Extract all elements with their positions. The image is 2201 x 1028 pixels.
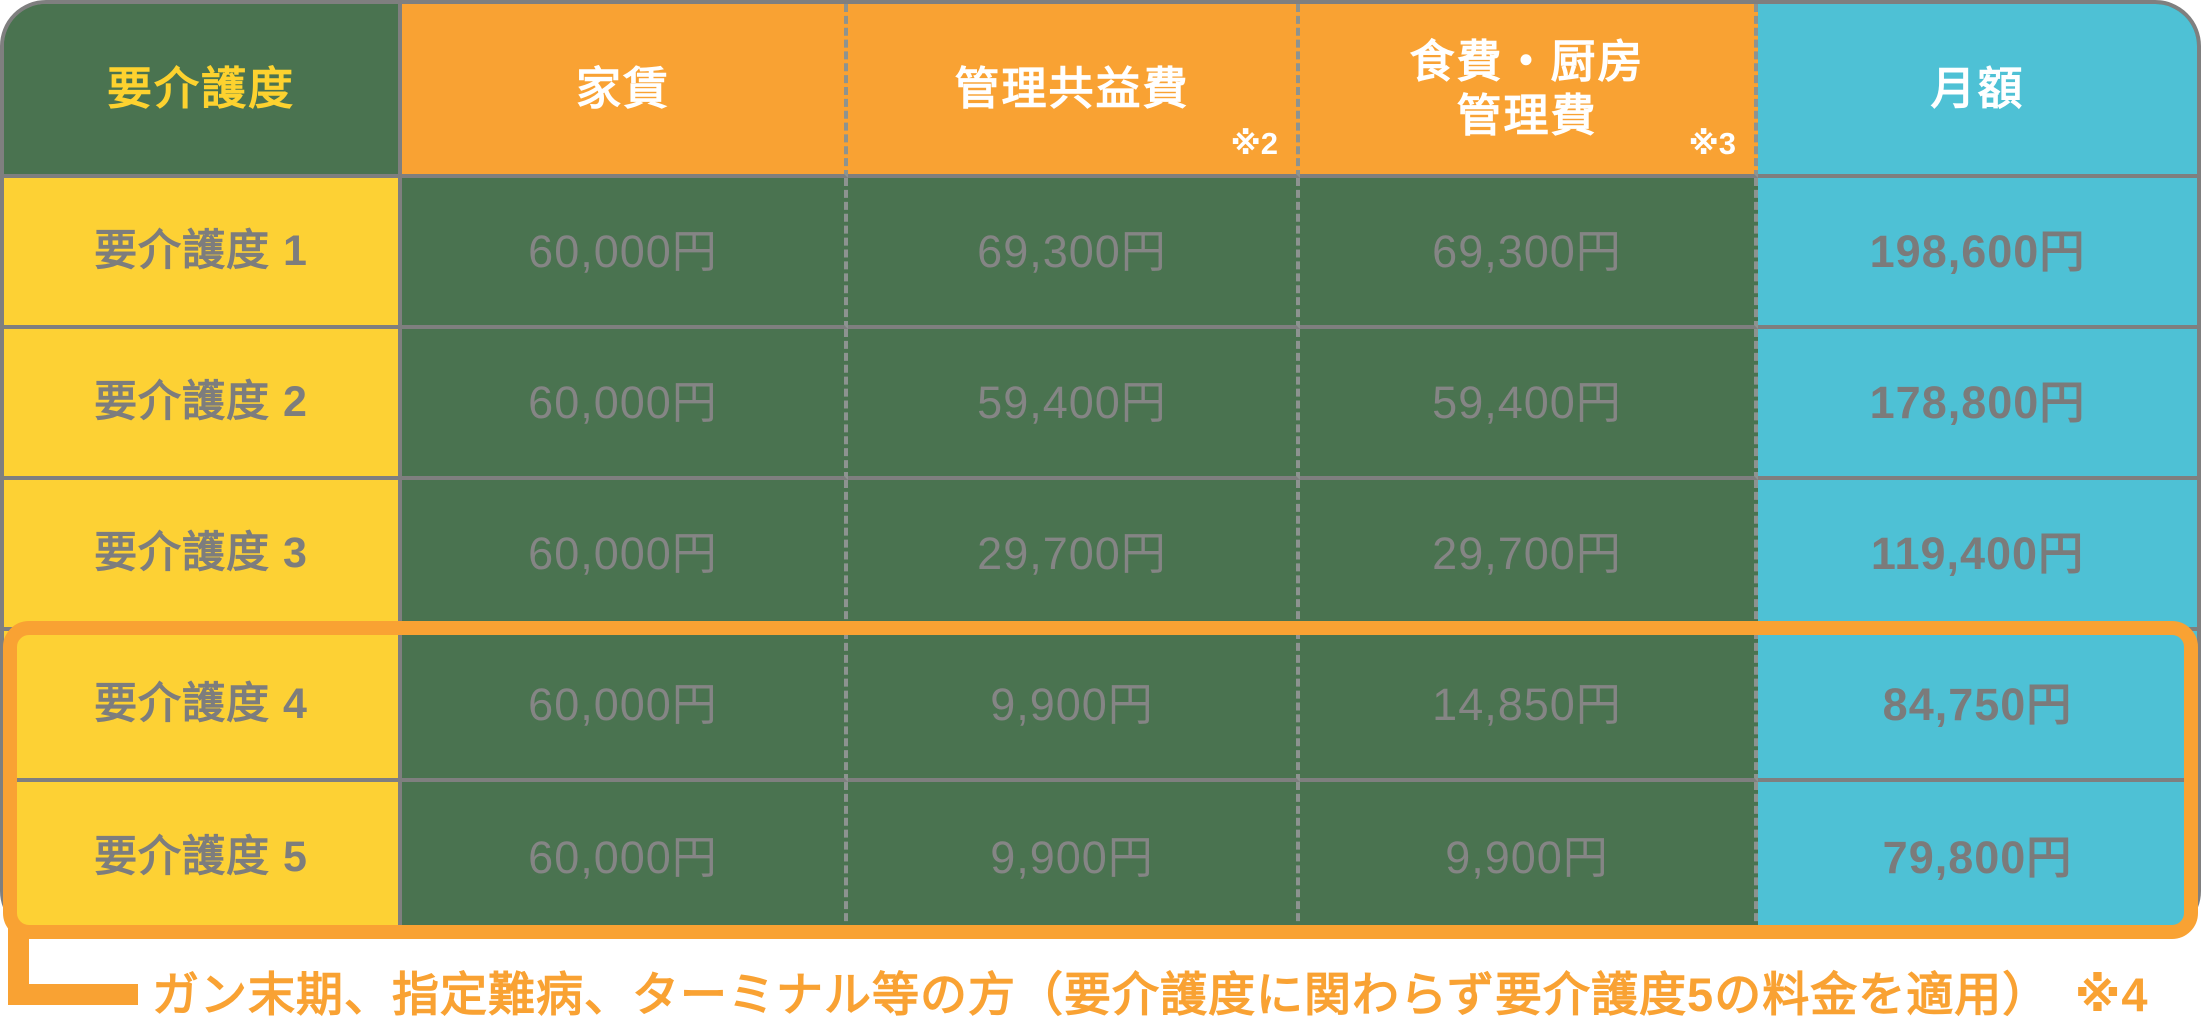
food-fee-value: 14,850円 bbox=[1432, 678, 1622, 730]
monthly-total-value: 84,750円 bbox=[1882, 678, 2073, 730]
header-cell-management-fee: 管理共益費 ※2 bbox=[848, 4, 1300, 178]
row-label-cell: 要介護度 5 bbox=[4, 782, 402, 933]
row-label-cell: 要介護度 3 bbox=[4, 480, 402, 631]
food-fee-value: 29,700円 bbox=[1432, 527, 1622, 579]
food-fee-cell: 14,850円 bbox=[1300, 631, 1758, 782]
header-monthly-label: 月額 bbox=[1930, 63, 2025, 114]
rent-cell: 60,000円 bbox=[402, 178, 848, 329]
footnote-4-annotation: ガン末期、指定難病、ターミナル等の方（要介護度に関わらず要介護度5の料金を適用）… bbox=[152, 968, 2149, 1021]
management-fee-cell: 9,900円 bbox=[848, 631, 1300, 782]
monthly-total-cell: 178,800円 bbox=[1758, 329, 2197, 480]
row-label: 要介護度 1 bbox=[94, 226, 308, 275]
management-fee-cell: 59,400円 bbox=[848, 329, 1300, 480]
food-fee-value: 69,300円 bbox=[1432, 225, 1622, 277]
row-label: 要介護度 2 bbox=[94, 377, 308, 426]
rent-value: 60,000円 bbox=[528, 376, 718, 428]
header-food-fee-line2: 管理費 bbox=[1456, 90, 1598, 141]
row-label-cell: 要介護度 4 bbox=[4, 631, 402, 782]
monthly-total-value: 119,400円 bbox=[1870, 527, 2085, 579]
header-care-level-label: 要介護度 bbox=[106, 63, 295, 114]
header-management-fee-label: 管理共益費 bbox=[954, 63, 1190, 114]
header-cell-care-level: 要介護度 bbox=[4, 4, 402, 178]
row-label: 要介護度 4 bbox=[94, 679, 308, 728]
rent-cell: 60,000円 bbox=[402, 480, 848, 631]
row-label: 要介護度 3 bbox=[94, 528, 308, 577]
rent-value: 60,000円 bbox=[528, 225, 718, 277]
management-fee-value: 9,900円 bbox=[990, 678, 1154, 730]
header-cell-rent: 家賃 bbox=[402, 4, 848, 178]
management-fee-value: 69,300円 bbox=[977, 225, 1167, 277]
monthly-total-value: 79,800円 bbox=[1882, 831, 2073, 883]
rent-value: 60,000円 bbox=[528, 831, 718, 883]
rent-value: 60,000円 bbox=[528, 678, 718, 730]
monthly-total-cell: 198,600円 bbox=[1758, 178, 2197, 329]
monthly-total-value: 178,800円 bbox=[1869, 376, 2086, 428]
monthly-total-cell: 119,400円 bbox=[1758, 480, 2197, 631]
food-fee-value: 59,400円 bbox=[1432, 376, 1622, 428]
row-label-cell: 要介護度 2 bbox=[4, 329, 402, 480]
rent-cell: 60,000円 bbox=[402, 329, 848, 480]
management-fee-cell: 9,900円 bbox=[848, 782, 1300, 933]
management-fee-cell: 69,300円 bbox=[848, 178, 1300, 329]
management-fee-value: 9,900円 bbox=[990, 831, 1154, 883]
food-fee-value: 9,900円 bbox=[1445, 831, 1609, 883]
monthly-total-cell: 84,750円 bbox=[1758, 631, 2197, 782]
management-fee-value: 59,400円 bbox=[977, 376, 1167, 428]
rent-cell: 60,000円 bbox=[402, 631, 848, 782]
header-cell-food-fee: 食費・厨房 管理費 ※3 bbox=[1300, 4, 1758, 178]
rent-value: 60,000円 bbox=[528, 527, 718, 579]
header-rent-label: 家賃 bbox=[575, 63, 670, 114]
care-level-fee-table: 要介護度 家賃 管理共益費 ※2 食費・厨房 管理費 ※3 月額 要介護度 1 … bbox=[0, 0, 2201, 937]
management-fee-cell: 29,700円 bbox=[848, 480, 1300, 631]
header-cell-monthly: 月額 bbox=[1758, 4, 2197, 178]
monthly-total-value: 198,600円 bbox=[1869, 225, 2086, 277]
management-fee-value: 29,700円 bbox=[977, 527, 1167, 579]
footnote-marker-2: ※2 bbox=[1230, 125, 1278, 161]
monthly-total-cell: 79,800円 bbox=[1758, 782, 2197, 933]
food-fee-cell: 69,300円 bbox=[1300, 178, 1758, 329]
food-fee-cell: 9,900円 bbox=[1300, 782, 1758, 933]
row-label: 要介護度 5 bbox=[94, 832, 308, 881]
food-fee-cell: 59,400円 bbox=[1300, 329, 1758, 480]
footnote-marker-3: ※3 bbox=[1688, 125, 1736, 161]
header-food-fee-line1: 食費・厨房 bbox=[1409, 36, 1645, 87]
row-label-cell: 要介護度 1 bbox=[4, 178, 402, 329]
food-fee-cell: 29,700円 bbox=[1300, 480, 1758, 631]
rent-cell: 60,000円 bbox=[402, 782, 848, 933]
highlight-connector-horizontal bbox=[8, 984, 138, 1005]
